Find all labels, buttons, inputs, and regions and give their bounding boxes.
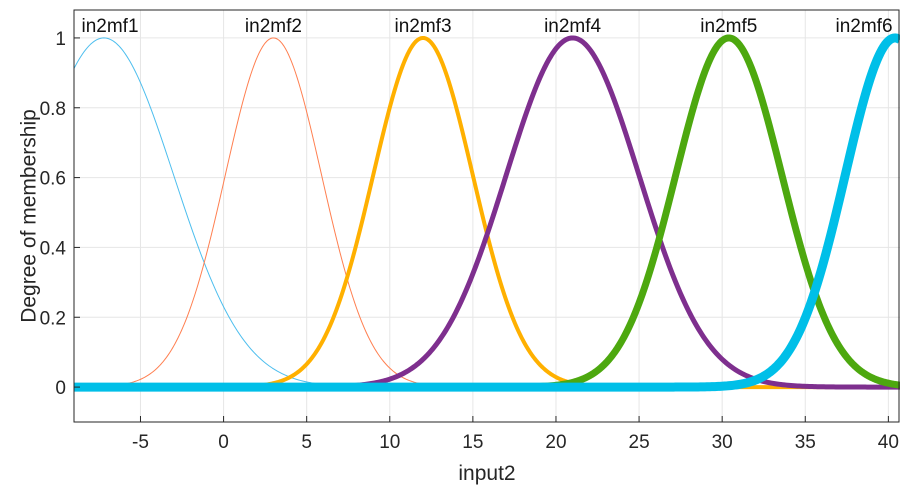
series-label-in2mf6: in2mf6 bbox=[835, 16, 892, 37]
x-tick-label: 35 bbox=[795, 432, 816, 453]
y-tick-label: 0.6 bbox=[40, 169, 66, 190]
x-tick-label: 30 bbox=[712, 432, 733, 453]
series-label-in2mf4: in2mf4 bbox=[544, 16, 601, 37]
plot-area-border bbox=[73, 9, 900, 423]
series-label-in2mf1: in2mf1 bbox=[81, 16, 138, 37]
curves bbox=[71, 33, 900, 392]
series-label-in2mf2: in2mf2 bbox=[245, 16, 302, 37]
x-tick-label: 15 bbox=[462, 432, 483, 453]
x-tick-label: 10 bbox=[379, 432, 400, 453]
series-line-in2mf4 bbox=[73, 35, 900, 390]
y-tick-label: 1 bbox=[55, 29, 66, 50]
grid bbox=[74, 10, 900, 422]
x-axis-title: input2 bbox=[458, 462, 515, 485]
series-line-in2mf2 bbox=[73, 37, 900, 388]
x-tick-label: 40 bbox=[878, 432, 899, 453]
y-axis-title: Degree of membership bbox=[17, 109, 40, 323]
y-tick-label: 0.2 bbox=[40, 308, 66, 329]
x-tick-label: 0 bbox=[218, 432, 229, 453]
x-tick-label: -5 bbox=[132, 432, 149, 453]
series-line-in2mf6 bbox=[71, 33, 900, 392]
y-tick-label: 0 bbox=[55, 378, 66, 399]
series-line-in2mf1 bbox=[73, 37, 900, 388]
x-tick-label: 5 bbox=[301, 432, 312, 453]
series-line-in2mf3 bbox=[73, 35, 900, 390]
x-tick-label: 25 bbox=[629, 432, 650, 453]
series-label-in2mf5: in2mf5 bbox=[700, 16, 757, 37]
y-tick-label: 0.8 bbox=[40, 99, 66, 120]
ticks: -5 0 5 10 15 20 25 30 35 40 0 0.2 0.4 0.6 0.8 1 bbox=[40, 29, 899, 453]
series-label-in2mf3: in2mf3 bbox=[394, 16, 451, 37]
series-line-in2mf5 bbox=[72, 34, 900, 391]
y-tick-label: 0.4 bbox=[40, 238, 67, 259]
mf-labels: in2mf1 in2mf2 in2mf3 in2mf4 in2mf5 in2mf6 bbox=[81, 16, 892, 37]
x-tick-label: 20 bbox=[545, 432, 566, 453]
